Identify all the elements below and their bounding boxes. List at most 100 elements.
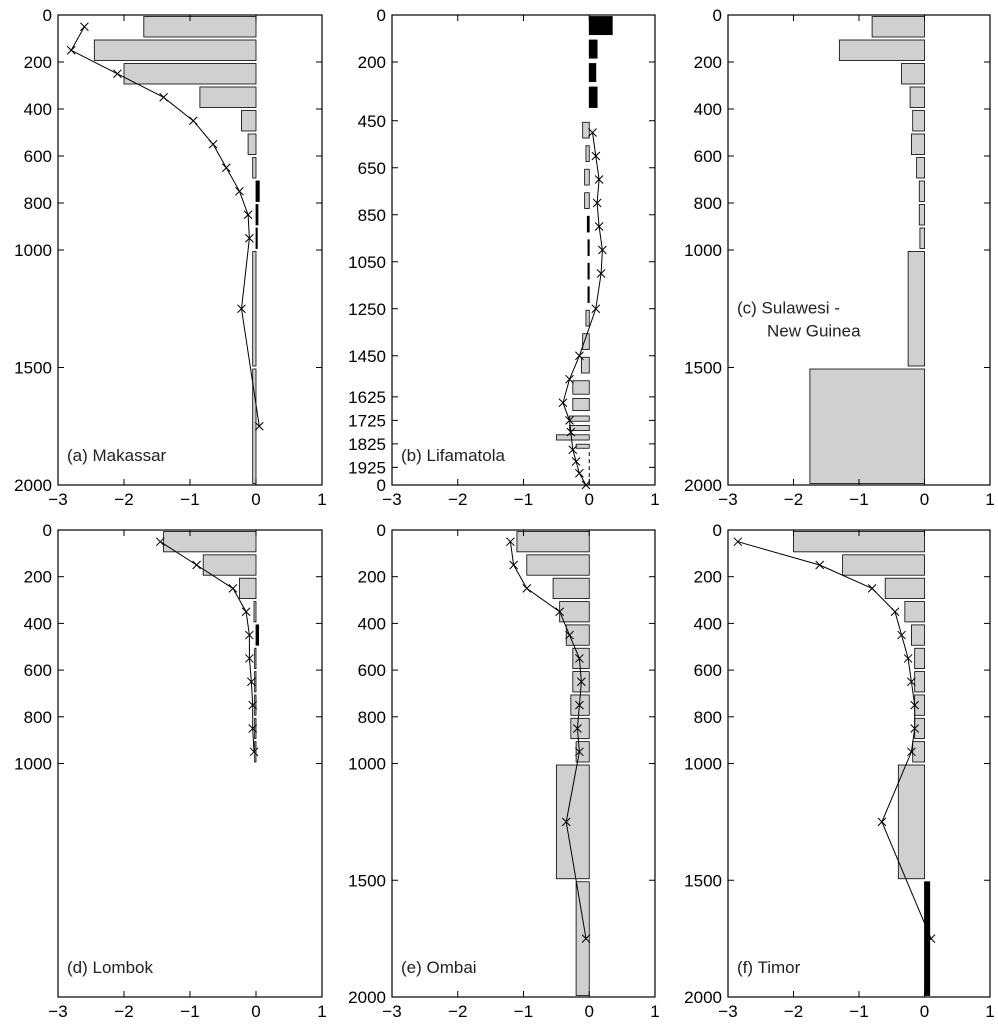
profile-point-f-0 (733, 537, 743, 547)
bar-b-4 (582, 121, 590, 139)
bar-d-5 (254, 647, 257, 670)
profile-point-b-10 (558, 398, 568, 408)
ytick-label-d-3: 600 (24, 661, 52, 680)
point-stroke (522, 584, 532, 593)
ytick-label-d-1: 200 (24, 568, 52, 587)
point-stroke (555, 607, 565, 617)
ytick-label-e-3: 600 (358, 661, 386, 680)
profile-point-d-4 (245, 630, 254, 640)
bar-c-7 (918, 180, 925, 202)
bar-f-1 (842, 554, 925, 576)
point-stroke (565, 374, 574, 384)
profile-point-b-15 (575, 468, 584, 478)
profile-point-a-2 (113, 69, 122, 79)
point-stroke (245, 233, 254, 243)
point-stroke (561, 817, 571, 827)
xtick-label-b-0: −3 (382, 490, 401, 509)
point-stroke (155, 537, 165, 547)
profile-point-d-2 (228, 584, 238, 593)
point-stroke (565, 416, 574, 425)
point-stroke (235, 186, 244, 196)
profile-line-f (737, 541, 932, 939)
point-stroke (903, 654, 913, 663)
point-stroke (598, 245, 607, 255)
point-stroke (248, 724, 258, 733)
profile-point-d-6 (247, 677, 256, 687)
profile-point-a-11 (254, 421, 264, 431)
profile-point-b-0 (588, 128, 597, 137)
bar-d-7 (254, 694, 257, 716)
point-stroke (228, 584, 238, 593)
bar-f-11 (924, 881, 931, 996)
profile-point-e-10 (561, 817, 571, 827)
point-stroke (877, 817, 887, 827)
point-stroke (505, 537, 515, 547)
profile-point-d-1 (192, 560, 201, 570)
ytick-label-c-5: 1000 (684, 241, 722, 260)
bar-b-2 (588, 63, 597, 83)
ytick-label-a-4: 800 (24, 194, 52, 213)
point-stroke (558, 398, 568, 408)
ytick-label-f-4: 800 (694, 708, 722, 727)
profile-point-f-10 (877, 817, 887, 827)
xtick-label-d-4: 1 (317, 1002, 326, 1021)
bar-a-9 (255, 227, 258, 249)
ytick-label-c-4: 800 (694, 194, 722, 213)
ytick-label-a-2: 400 (24, 100, 52, 119)
point-stroke (188, 116, 198, 126)
point-stroke (249, 747, 259, 757)
xtick-label-f-2: −1 (849, 1002, 868, 1021)
xtick-label-c-1: −2 (784, 490, 803, 509)
point-stroke (575, 351, 584, 361)
point-stroke (573, 724, 582, 733)
profile-point-b-6 (596, 269, 606, 278)
ytick-label-e-7: 2000 (348, 988, 386, 1007)
profile-line-d (160, 541, 255, 752)
xtick-label-c-0: −3 (718, 490, 737, 509)
bar-f-10 (897, 764, 925, 880)
bar-c-2 (901, 63, 925, 85)
bar-c-1 (838, 39, 925, 61)
panel-a: −3 −2 −1 0 1 0 200 400 600 800 1000 1500 2000 (a) Mak… (14, 6, 327, 509)
point-stroke (733, 537, 743, 547)
profile-point-e-9 (575, 747, 584, 757)
point-stroke (208, 139, 218, 149)
bar-f-2 (884, 577, 925, 599)
bar-b-18 (569, 424, 590, 432)
point-stroke (594, 175, 604, 184)
bar-b-9 (587, 239, 590, 256)
profile-point-f-7 (910, 700, 920, 710)
bar-b-0 (588, 16, 613, 36)
profile-point-f-11 (926, 934, 936, 943)
bar-c-4 (912, 110, 925, 132)
point-stroke (591, 304, 601, 314)
profile-point-b-4 (594, 222, 604, 231)
xtick-label-c-2: −1 (849, 490, 868, 509)
bar-c-6 (916, 157, 925, 179)
point-stroke (509, 560, 518, 570)
bar-d-0 (163, 531, 257, 553)
ytick-label-d-5: 1000 (14, 755, 52, 774)
bar-d-6 (254, 671, 257, 693)
point-stroke (592, 198, 602, 208)
ytick-label-f-6: 1500 (684, 871, 722, 890)
point-stroke (237, 304, 246, 314)
profile-point-e-2 (522, 584, 532, 593)
point-stroke (241, 607, 251, 617)
ytick-label-d-4: 800 (24, 708, 52, 727)
xtick-label-a-0: −3 (48, 490, 67, 509)
xtick-label-c-3: 0 (920, 490, 929, 509)
bar-e-11 (575, 881, 590, 996)
profile-point-e-1 (509, 560, 518, 570)
point-stroke (113, 69, 122, 79)
profile-point-d-3 (241, 607, 251, 617)
profile-point-b-5 (598, 245, 607, 255)
point-stroke (575, 468, 584, 478)
ytick-label-f-3: 600 (694, 661, 722, 680)
ytick-label-c-7: 2000 (684, 476, 722, 495)
bar-a-5 (247, 133, 257, 155)
profile-point-f-1 (815, 560, 825, 570)
bar-a-4 (241, 110, 257, 132)
bar-a-10 (252, 251, 257, 367)
bar-b-20 (575, 443, 590, 449)
